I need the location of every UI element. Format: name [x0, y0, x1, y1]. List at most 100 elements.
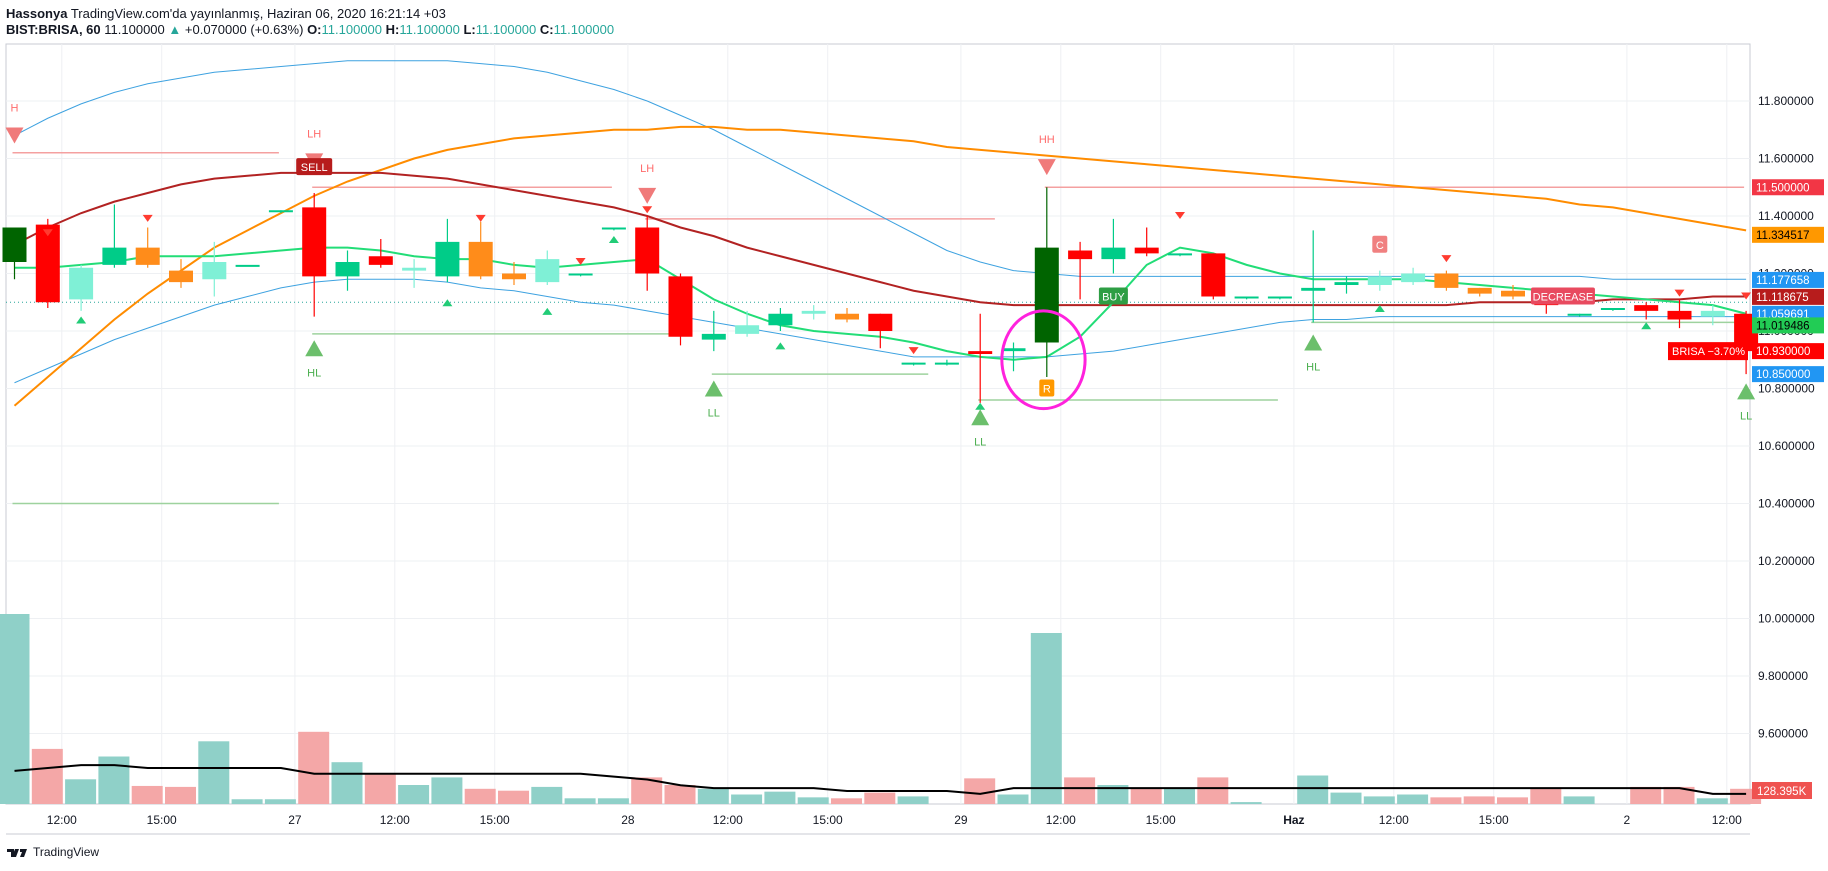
candle-body: [468, 241, 493, 277]
x-tick-label: 27: [288, 813, 302, 827]
price-label-badge: [1752, 271, 1824, 288]
volume-bar: [1130, 788, 1162, 804]
candle-body: [635, 227, 660, 274]
candle-body: [502, 273, 526, 280]
price-label-badge: [1752, 317, 1824, 334]
sell-mark: [42, 229, 53, 237]
candle-body: [535, 259, 560, 283]
pivot-low-label: HL: [307, 367, 321, 379]
buy-mark: [1641, 322, 1652, 330]
sell-mark: [1441, 255, 1452, 263]
volume-bar: [31, 748, 63, 804]
volume-bar: [1164, 788, 1195, 804]
high-value: 11.100000: [399, 22, 460, 37]
volume-bar: [464, 788, 496, 804]
volume-bar: [1097, 785, 1129, 804]
volume-bar: [65, 779, 97, 804]
volume-bar: [364, 773, 396, 804]
buy-mark: [542, 307, 553, 315]
x-tick-label: Haz: [1283, 813, 1304, 827]
pivot-low-label: LL: [974, 436, 986, 448]
x-tick-label: 12:00: [47, 813, 77, 827]
volume-bar: [431, 777, 463, 804]
candle-body: [1201, 253, 1226, 297]
candle-body: [768, 313, 793, 326]
buy-mark: [76, 316, 87, 324]
volume-bar: [298, 731, 330, 804]
y-tick-label: 10.000000: [1758, 612, 1815, 626]
footer: TradingView: [6, 845, 99, 859]
volume-bar: [597, 798, 629, 804]
price-label: 10.850000: [1756, 369, 1810, 381]
volume-bar: [1696, 798, 1728, 804]
price-label: 11.500000: [1756, 182, 1810, 194]
candle-body: [169, 270, 193, 283]
volume-bar: [564, 798, 596, 804]
sell-mark: [575, 258, 586, 265]
volume-bar: [1630, 786, 1662, 804]
signal-label: R: [1043, 384, 1051, 396]
candle-body: [1567, 313, 1592, 316]
volume-bar: [264, 799, 296, 804]
volume-bar: [231, 799, 263, 804]
candle-body: [402, 267, 427, 271]
low-value: 11.100000: [475, 22, 537, 37]
candle-body: [1634, 305, 1659, 311]
close-label: C:: [539, 22, 554, 37]
volume-bar: [1197, 777, 1229, 804]
signal-label: C: [1376, 240, 1384, 252]
volume-bar: [697, 788, 729, 804]
price-label-badge: [1752, 179, 1824, 196]
pivot-low-triangle: [971, 409, 990, 426]
high-label: H:: [385, 22, 400, 37]
candle-body: [202, 262, 227, 280]
candle-body: [934, 362, 959, 365]
volume-bar: [398, 785, 430, 804]
candle-body: [1467, 287, 1492, 294]
y-tick-label: 9.800000: [1758, 669, 1808, 683]
volume-bar: [531, 786, 563, 804]
pivot-high-label: LH: [640, 163, 654, 175]
y-tick-label: 11.600000: [1758, 152, 1814, 166]
up-arrow-icon: ▲: [168, 22, 182, 37]
x-tick-label: 12:00: [713, 813, 743, 827]
x-tick-label: 29: [954, 813, 968, 827]
open-value: 11.100000: [321, 22, 383, 37]
candle-body: [701, 333, 726, 340]
volume-bar: [1297, 775, 1329, 804]
sell-mark: [642, 206, 653, 214]
volume-bar: [1064, 777, 1096, 804]
candle-body: [268, 210, 293, 213]
volume-bar: [731, 794, 763, 804]
indicator-line: [14, 278, 1747, 384]
candle-body: [568, 273, 593, 276]
volume-bar: [198, 741, 230, 804]
candle-body: [368, 256, 393, 265]
candle-body: [968, 351, 993, 354]
volume-bar: [1563, 796, 1595, 804]
signal-badge: [1039, 379, 1055, 397]
candle-body: [1401, 273, 1426, 283]
volume-ma-line: [14, 764, 1747, 795]
volume-bar: [1663, 786, 1695, 804]
signal-badge: [296, 158, 333, 176]
volume-label-badge: [1752, 782, 1812, 799]
candle-body: [1001, 348, 1026, 352]
pivot-low-triangle: [704, 380, 723, 397]
volume-bar: [0, 614, 30, 804]
price-label-badge: [1752, 343, 1824, 360]
pivot-high-triangle: [5, 127, 24, 144]
signal-label: DECREASE: [1533, 292, 1594, 304]
y-tick-label: 10.800000: [1758, 382, 1815, 396]
indicator-line: [13, 125, 1747, 407]
symbol-header: BIST:BRISA, 60 11.100000 ▲ +0.070000 (+0…: [6, 22, 614, 37]
candle-body: [1234, 296, 1259, 299]
pivot-low-label: LL: [1740, 410, 1752, 422]
volume-bar: [331, 762, 363, 804]
y-tick-label: 10.400000: [1758, 497, 1815, 511]
candle-body: [302, 207, 327, 277]
x-tick-label: 15:00: [1479, 813, 1509, 827]
candle-body: [235, 264, 260, 267]
candle-body: [102, 247, 127, 265]
